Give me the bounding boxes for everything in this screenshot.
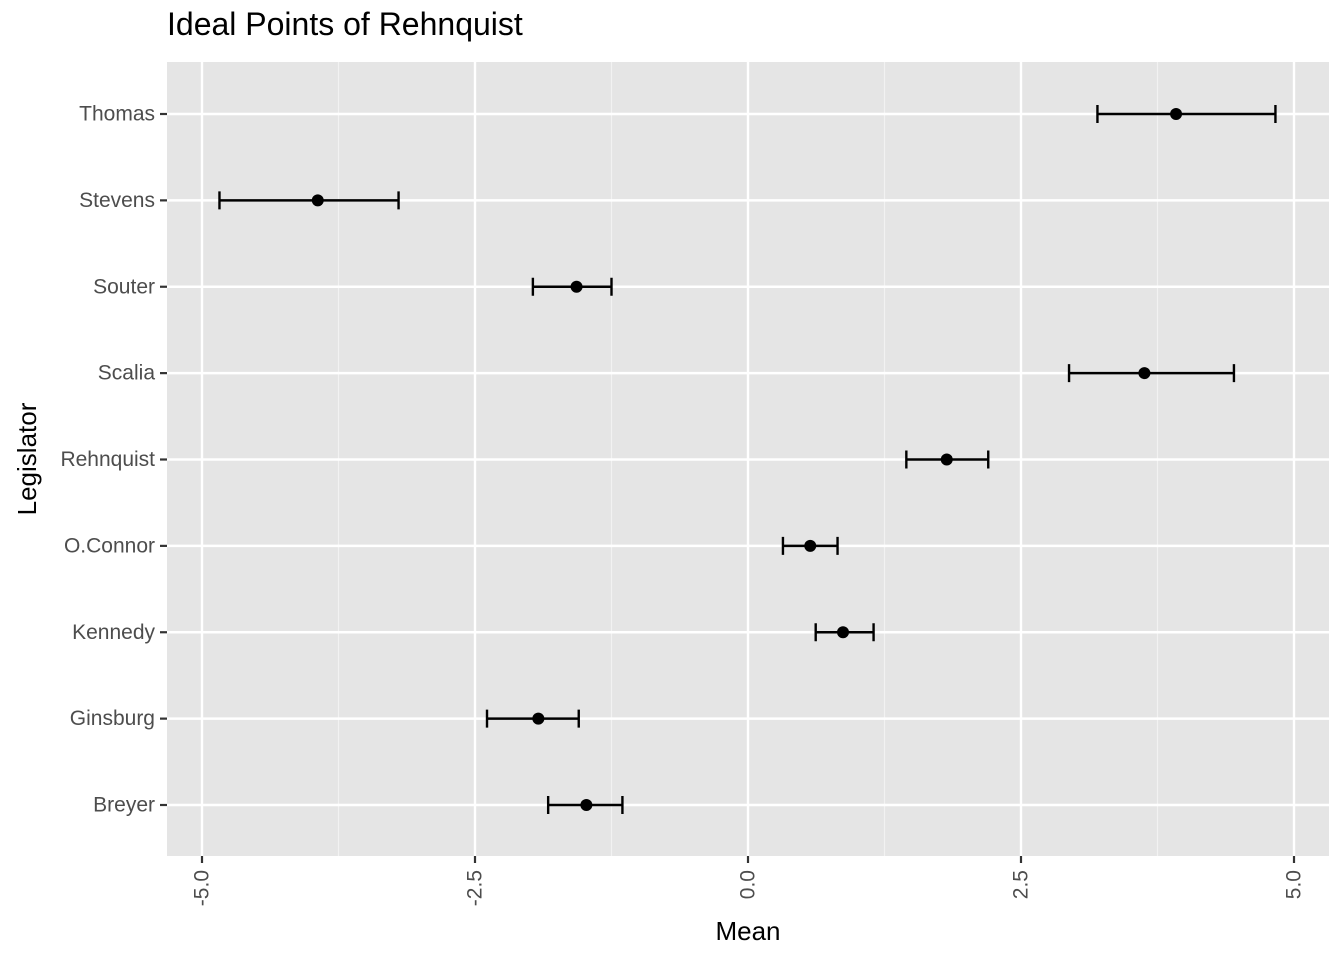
data-point xyxy=(1170,108,1183,120)
y-tick-label: Rehnquist xyxy=(60,448,155,471)
y-axis-title: Legislator xyxy=(12,402,42,515)
y-tick-label: Breyer xyxy=(93,794,155,817)
data-point xyxy=(940,453,953,466)
data-point xyxy=(532,712,545,725)
errorbar-kennedy xyxy=(814,623,875,642)
errorbar-scalia xyxy=(1067,364,1236,383)
errorbar-ginsburg xyxy=(485,709,580,728)
y-tick-label: Ginsburg xyxy=(70,707,155,730)
errorbar-breyer xyxy=(546,796,624,814)
data-point xyxy=(311,194,324,207)
errorbar-o-connor xyxy=(781,536,839,555)
x-axis-title: Mean xyxy=(715,916,780,946)
chart-title: Ideal Points of Rehnquist xyxy=(167,6,523,42)
errorbar-stevens xyxy=(218,191,400,210)
x-axis: -5.0 -2.5 0.0 2.5 5.0 xyxy=(191,856,1306,906)
data-point xyxy=(804,539,817,552)
x-tick-label: -2.5 xyxy=(464,870,487,906)
x-tick-label: 0.0 xyxy=(737,870,760,899)
errorbar-souter xyxy=(531,277,613,296)
x-tick-label: 5.0 xyxy=(1283,870,1306,899)
x-tick-label: 2.5 xyxy=(1010,870,1033,899)
y-tick-label: Kennedy xyxy=(72,621,155,644)
data-point xyxy=(570,280,583,293)
y-axis: Thomas Stevens Souter Scalia Rehnquist O.Conn… xyxy=(60,103,167,817)
errorbar-rehnquist xyxy=(905,450,990,469)
data-point xyxy=(580,799,593,811)
y-tick-label: Scalia xyxy=(98,362,156,385)
grid-major xyxy=(167,62,1329,856)
x-tick-label: -5.0 xyxy=(191,870,214,906)
y-tick-label: Thomas xyxy=(79,103,155,126)
data-marks xyxy=(218,105,1277,814)
y-tick-label: Souter xyxy=(93,275,155,298)
y-tick-label: Stevens xyxy=(79,189,155,212)
y-tick-label: O.Connor xyxy=(64,534,155,557)
errorbar-thomas xyxy=(1096,105,1277,123)
data-point xyxy=(1138,367,1151,380)
data-point xyxy=(837,626,850,639)
